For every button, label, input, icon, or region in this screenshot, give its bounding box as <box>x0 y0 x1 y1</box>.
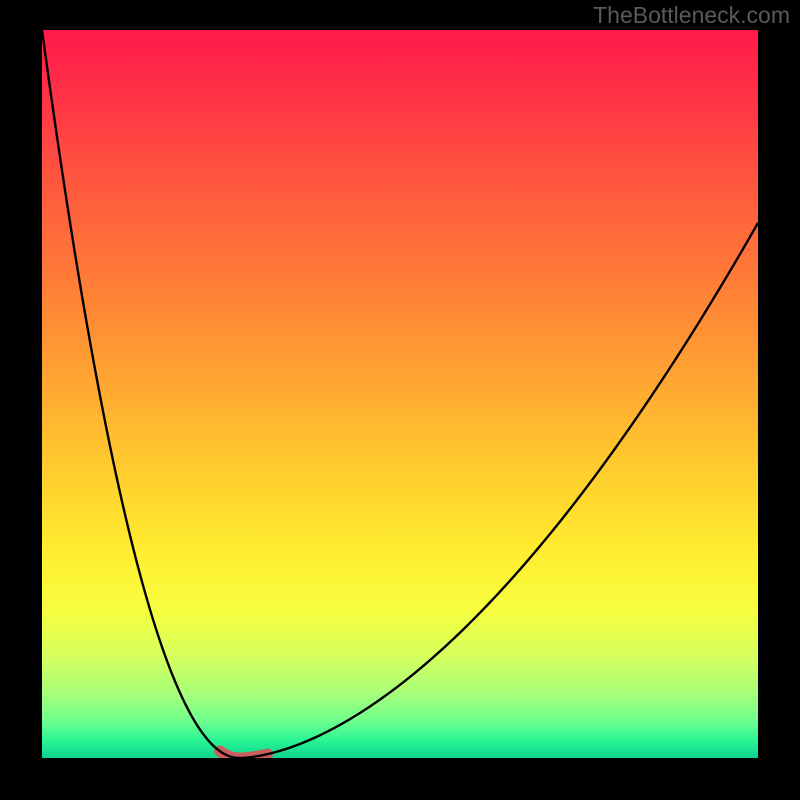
chart-frame: TheBottleneck.com <box>0 0 800 800</box>
watermark-text: TheBottleneck.com <box>593 2 790 29</box>
gradient-background <box>42 30 758 758</box>
bottleneck-chart <box>0 0 800 800</box>
